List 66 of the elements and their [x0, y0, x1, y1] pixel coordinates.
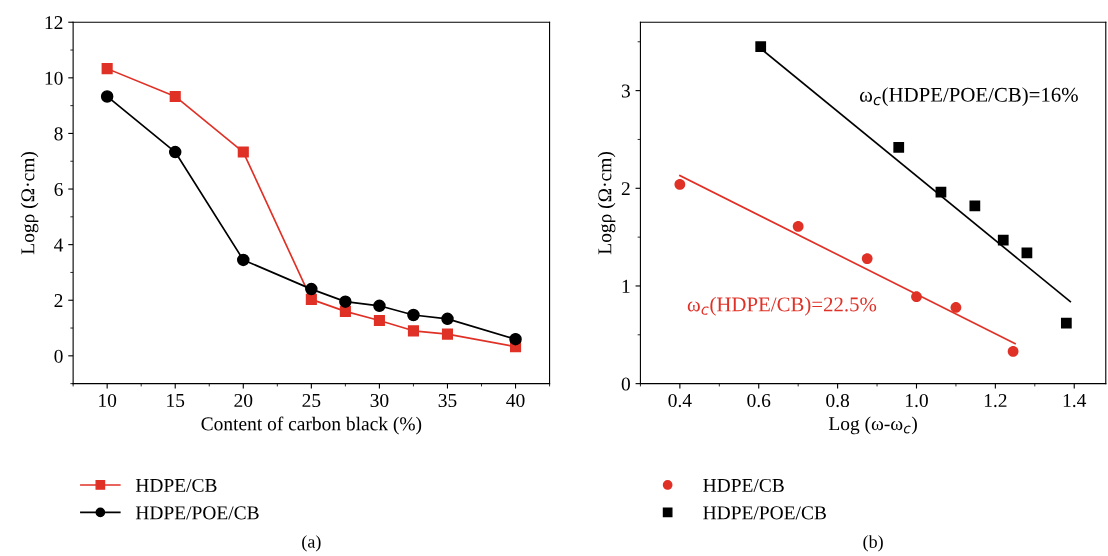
point — [407, 308, 420, 322]
legend-label: HDPE/CB — [135, 478, 217, 492]
y-tick-label: 4 — [54, 238, 64, 252]
point — [674, 179, 686, 190]
x-axis-title: Log (ω-ω$_{c}$) — [828, 416, 917, 435]
point — [373, 299, 386, 313]
point — [305, 282, 318, 296]
x-tick-label: 35 — [438, 393, 457, 408]
annotation: ω$_{c}$(HDPE/CB)=22.5% — [687, 296, 877, 316]
point — [441, 328, 454, 340]
point — [407, 325, 419, 337]
point — [1021, 247, 1033, 259]
y-tick-label: 0 — [621, 377, 630, 391]
legend-label: HDPE/POE/CB — [135, 506, 259, 520]
point — [339, 305, 351, 317]
point — [169, 90, 181, 103]
point — [950, 302, 962, 313]
y-tick-label: 2 — [54, 294, 63, 307]
point — [168, 145, 182, 159]
y-tick-label: 3 — [621, 84, 630, 98]
y-tick-label: 10 — [45, 71, 63, 85]
x-tick-label: 1.4 — [1063, 394, 1087, 408]
point — [237, 253, 250, 267]
x-tick-label: 25 — [302, 393, 321, 408]
x-tick-label: 30 — [370, 393, 389, 408]
annotation: ω$_{c}$(HDPE/POE/CB)=16% — [859, 87, 1078, 107]
x-tick-label: 1.2 — [984, 393, 1007, 408]
legend-label: HDPE/CB — [703, 478, 784, 492]
point — [305, 293, 317, 305]
x-tick-label: 0.8 — [826, 393, 850, 408]
x-axis-title: Content of carbon black (%) — [201, 416, 422, 435]
y-tick-label: 12 — [45, 16, 63, 29]
text: (b) — [863, 535, 883, 552]
x-tick-label: 15 — [167, 394, 185, 408]
point — [935, 186, 947, 198]
y-tick-label: 1 — [622, 279, 630, 293]
y-axis-title: Logρ (Ω·cm) — [20, 152, 39, 255]
x-tick-label: 40 — [506, 393, 525, 408]
point — [339, 295, 352, 308]
y-tick-label: 6 — [54, 182, 63, 196]
point — [792, 221, 804, 232]
point — [441, 312, 454, 326]
point — [997, 234, 1009, 246]
point — [969, 200, 981, 212]
point — [755, 41, 767, 53]
point — [237, 146, 249, 158]
x-tick-label: 20 — [234, 393, 253, 408]
y-tick-label: 8 — [54, 127, 63, 141]
point — [101, 63, 113, 75]
y-tick-label: 2 — [621, 182, 630, 196]
point — [1060, 317, 1072, 329]
point — [911, 291, 922, 303]
x-tick-label: 10 — [99, 393, 117, 408]
point — [1007, 346, 1019, 357]
y-tick-label: 0 — [54, 349, 63, 363]
x-tick-label: 1.0 — [906, 393, 928, 408]
y-axis-title: Logρ (Ω·cm) — [597, 152, 616, 255]
legend-label: HDPE/POE/CB — [703, 506, 826, 520]
point — [100, 90, 114, 103]
point — [509, 332, 522, 346]
x-tick-label: 0.4 — [668, 393, 692, 408]
point — [861, 253, 873, 264]
point — [893, 141, 905, 153]
x-tick-label: 0.6 — [747, 393, 771, 408]
text: (a) — [302, 535, 321, 552]
point — [373, 314, 385, 327]
